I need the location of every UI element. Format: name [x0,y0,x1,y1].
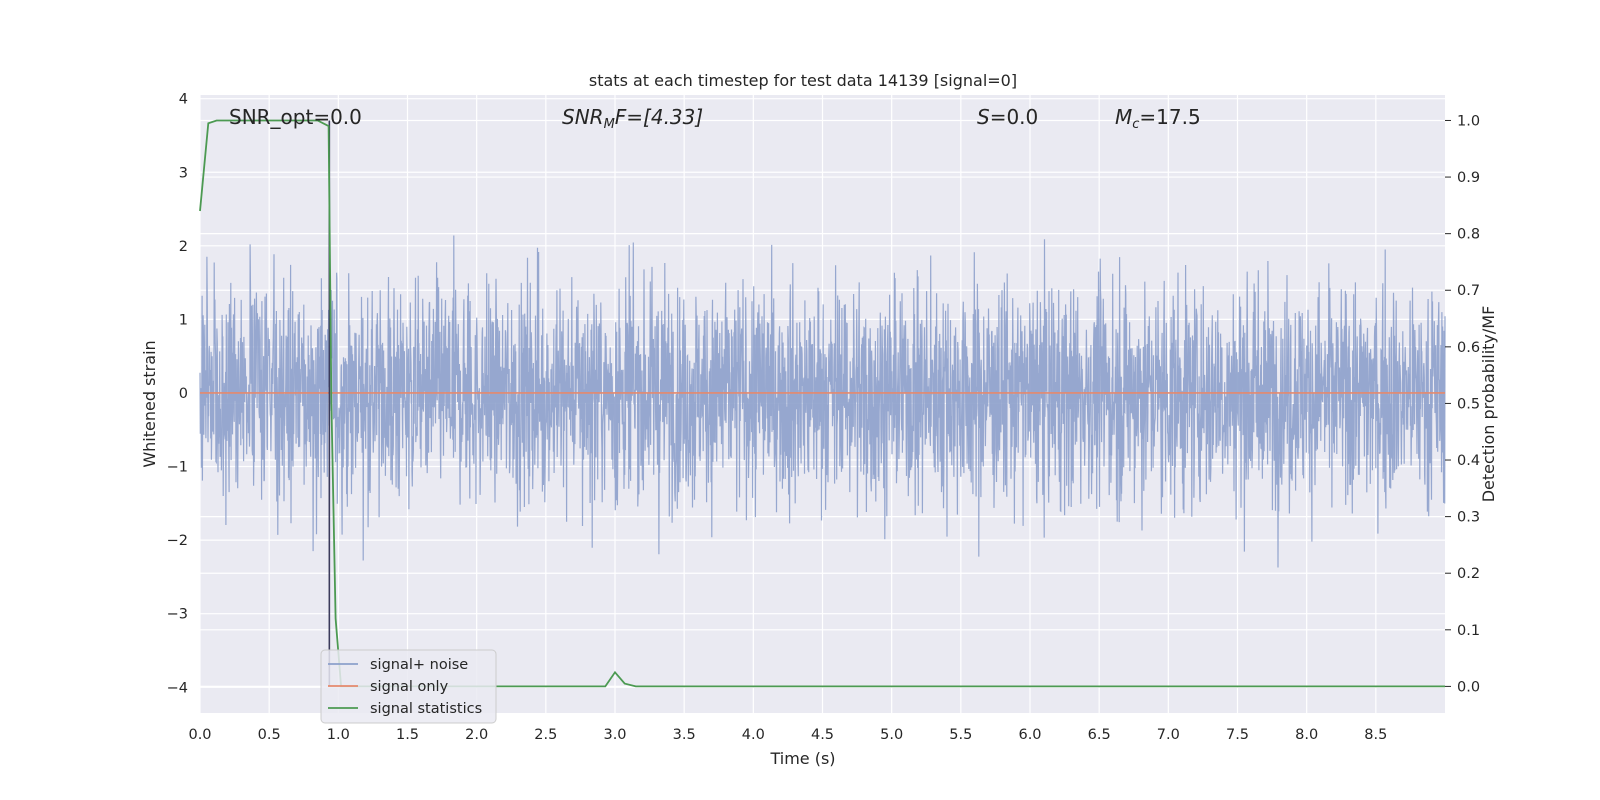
y-right-tick-label: 0.9 [1457,170,1480,186]
legend-label-signal-plus-noise: signal+ noise [370,657,468,673]
y-right-tick-label: 0.8 [1457,227,1480,243]
x-tick-label: 5.0 [880,727,903,743]
y-tick-label: 3 [179,165,188,181]
x-tick-label: 1.5 [396,727,419,743]
y-right-axis-label: Detection probability/MF [1479,306,1498,503]
legend-box [320,649,497,724]
x-tick-label: 3.5 [673,727,696,743]
snr-mf-sub: M [604,117,615,132]
y-tick-label: −1 [167,460,188,476]
mc-sub: c [1132,117,1139,132]
y-tick-label: 0 [179,386,188,402]
y-tick-label: −2 [167,533,188,549]
signal-plus-noise-line [199,235,1446,568]
annotation-snr-mf: SNRMF=[4.33] [562,105,703,132]
y-right-tick-label: 0.7 [1457,283,1480,299]
y-tick-label: −4 [167,680,188,696]
x-tick-label: 4.5 [811,727,834,743]
s-base: S [977,105,990,129]
y-right-tick-label: 0.3 [1457,510,1480,526]
y-tick-label: 4 [179,92,188,108]
snr-mf-base: SNR [562,105,604,129]
x-tick-label: 5.5 [949,727,972,743]
y-right-tick-labels: 1.0 0.9 0.8 0.7 0.6 0.5 0.4 0.3 0.2 0.1 0.0 [1445,113,1480,695]
annotation-s: S=0.0 [977,105,1038,129]
x-tick-label: 8.0 [1295,727,1318,743]
y-tick-label: −3 [167,607,188,623]
x-tick-label: 6.0 [1018,727,1041,743]
x-tick-label: 7.5 [1226,727,1249,743]
plot-area [199,95,1446,713]
y-tick-label: 1 [179,312,188,328]
y-right-tick-label: 0.1 [1457,623,1480,639]
s-rest: =0.0 [990,105,1039,129]
legend: signal+ noise signal only signal statist… [320,649,497,724]
y-right-tick-label: 0.5 [1457,396,1480,412]
annotation-mc: Mc=17.5 [1115,105,1201,132]
x-tick-label: 6.5 [1088,727,1111,743]
y-axis-label: Whitened strain [140,340,159,467]
y-right-tick-label: 0.4 [1457,453,1480,469]
mc-rest: =17.5 [1139,105,1200,129]
x-tick-label: 8.5 [1364,727,1387,743]
chart-title: stats at each timestep for test data 141… [589,71,1017,90]
x-tick-labels: 0.0 0.5 1.0 1.5 2.0 2.5 3.0 3.5 4.0 4.5 5.0 5.5 6.0 6… [188,727,1387,743]
x-tick-label: 1.0 [327,727,350,743]
x-axis-label: Time (s) [769,749,835,768]
x-tick-label: 0.0 [188,727,211,743]
x-tick-label: 2.5 [534,727,557,743]
y-right-tick-label: 0.2 [1457,566,1480,582]
x-tick-label: 4.0 [742,727,765,743]
series-signal-plus-noise [199,235,1446,568]
x-tick-label: 2.0 [465,727,488,743]
x-tick-label: 7.0 [1157,727,1180,743]
legend-label-signal-statistics: signal statistics [370,701,482,717]
annotation-snr-opt: SNR_opt=0.0 [229,105,362,129]
y-right-tick-label: 1.0 [1457,113,1480,129]
x-tick-label: 3.0 [603,727,626,743]
mc-base: M [1115,105,1132,129]
y-tick-labels: 4 3 2 1 0 −1 −2 −3 −4 [167,92,188,697]
x-tick-label: 0.5 [258,727,281,743]
y-tick-label: 2 [179,239,188,255]
snr-mf-rest: F=[4.33] [615,105,703,129]
legend-label-signal-only: signal only [370,679,449,695]
y-right-tick-label: 0.6 [1457,340,1480,356]
y-right-tick-label: 0.0 [1457,679,1480,695]
